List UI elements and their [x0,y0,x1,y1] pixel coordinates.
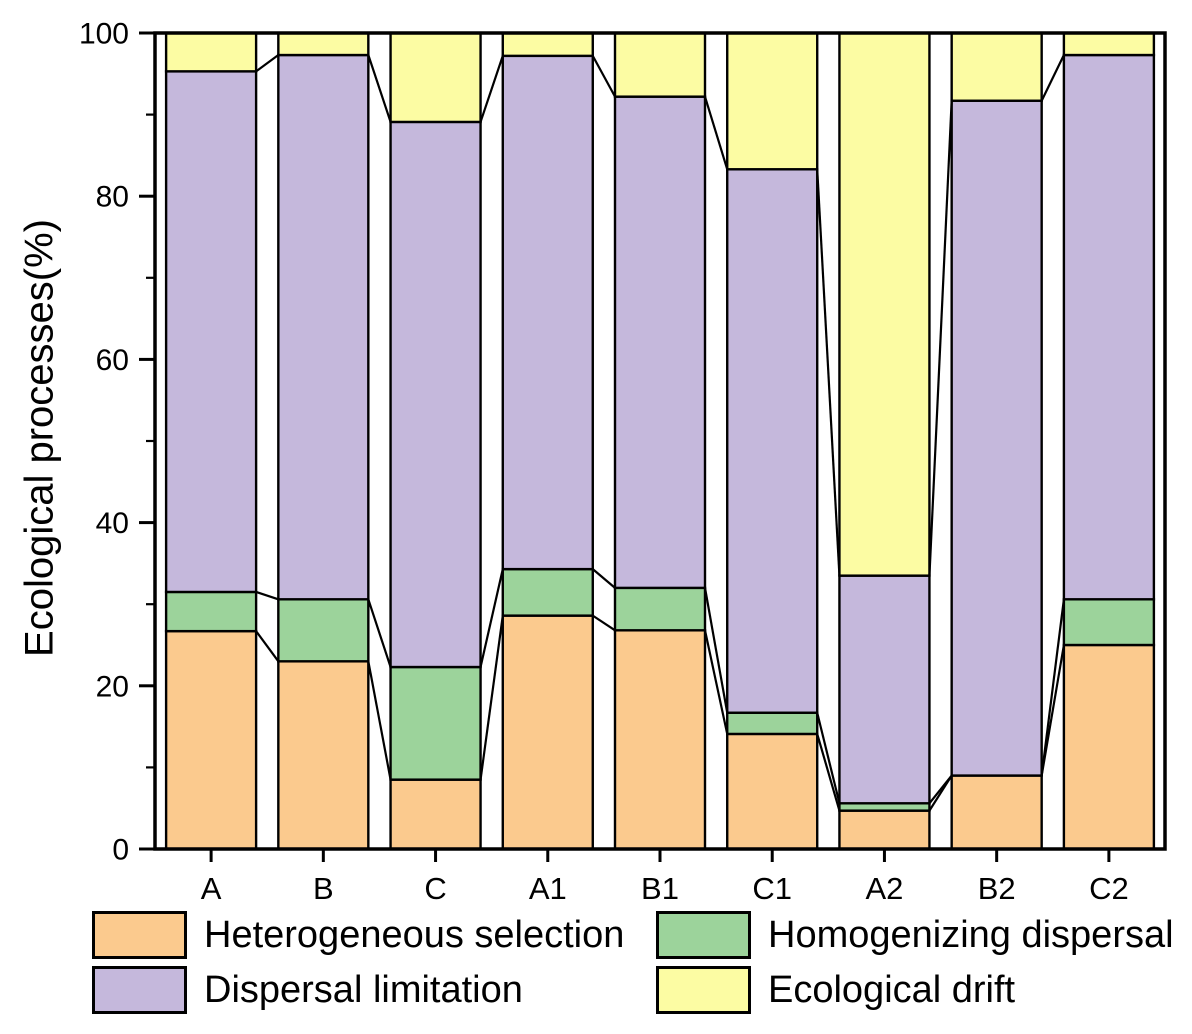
x-category-label: B1 [641,871,679,906]
bar-B-segment-homogenizing-dispersal [277,598,370,663]
connector-line [703,630,729,735]
bar-A1-segment-ecological-drift [501,31,594,58]
bar-A1-segment-dispersal-limitation [501,54,594,571]
connector-line [592,568,616,589]
bar-B1-segment-dispersal-limitation [613,95,707,590]
y-tick-label: 80 [96,181,129,214]
bar-C2-segment-dispersal-limitation [1062,53,1156,601]
bar-A1-segment-heterogeneous-selection [501,614,594,851]
legend-swatch-dispersal-limitation [92,966,187,1014]
connector-line [816,733,841,811]
bar-A1-segment-homogenizing-dispersal [501,567,594,617]
y-axis-title: Ecological processes(%) [17,219,62,657]
bar-C1-segment-homogenizing-dispersal [726,711,819,736]
connector-line [479,568,504,668]
connector-line [1040,54,1065,102]
bar-C1-segment-ecological-drift [726,31,819,171]
connector-line [928,100,953,576]
bar-C1-segment-dispersal-limitation [726,168,819,714]
bar-B2-segment-heterogeneous-selection [950,774,1043,851]
bar-B-segment-dispersal-limitation [277,53,370,601]
legend-item-ecological-drift: Ecological drift [656,966,1015,1014]
connector-line [367,661,392,780]
bar-A-segment-ecological-drift [164,31,258,73]
bar-C2-segment-homogenizing-dispersal [1062,598,1156,647]
connector-line [1040,599,1065,776]
connector-line [816,169,841,576]
legend-swatch-homogenizing-dispersal [656,911,751,959]
connector-line [703,587,729,713]
bar-A2-segment-dispersal-limitation [838,574,931,805]
bar-C-segment-dispersal-limitation [389,120,482,669]
legend-label-dispersal-limitation: Dispersal limitation [204,969,523,1011]
y-tick-label: 20 [96,670,129,703]
connector-line [479,615,504,780]
y-tick-label: 40 [96,507,129,540]
bar-A2-segment-heterogeneous-selection [838,809,931,851]
y-tick-label: 0 [112,834,129,867]
legend-swatch-heterogeneous-selection [92,911,187,959]
bar-B2-segment-ecological-drift [950,31,1043,102]
legend-label-ecological-drift: Ecological drift [768,969,1016,1011]
x-category-label: A [201,871,222,906]
x-category-label: B [313,871,334,906]
legend-swatch-ecological-drift [656,966,751,1014]
connector-line [255,590,279,601]
x-category-label: B2 [978,871,1016,906]
bar-A-segment-homogenizing-dispersal [164,590,258,633]
connector-line [255,630,280,662]
bar-A2-segment-ecological-drift [838,31,931,577]
bar-C-segment-heterogeneous-selection [389,778,482,851]
bar-B1-segment-heterogeneous-selection [613,629,707,851]
bar-A-segment-heterogeneous-selection [164,629,258,851]
connector-line [703,96,729,170]
y-tick-label: 100 [79,18,129,51]
connector-line [928,774,953,804]
bar-B-segment-heterogeneous-selection [277,660,370,851]
bar-C-segment-homogenizing-dispersal [389,665,482,781]
connector-line [592,614,616,632]
connector-line [591,55,616,98]
x-category-label: C [424,871,446,906]
connector-line [367,54,392,123]
bar-B1-segment-ecological-drift [613,31,707,98]
bar-B2-segment-dispersal-limitation [950,99,1043,777]
x-category-label: A2 [865,871,903,906]
bar-C-segment-ecological-drift [389,31,482,124]
bar-B-segment-ecological-drift [277,31,370,57]
bar-A-segment-dispersal-limitation [164,70,258,594]
legend-item-heterogeneous-selection: Heterogeneous selection [92,911,624,959]
connector-line [255,54,279,73]
bar-C2-segment-heterogeneous-selection [1062,643,1156,851]
bar-B1-segment-homogenizing-dispersal [613,586,707,632]
x-category-label: A1 [529,871,567,906]
legend-label-homogenizing-dispersal: Homogenizing dispersal [768,914,1174,956]
legend-item-dispersal-limitation: Dispersal limitation [92,966,523,1014]
connector-line [367,598,392,668]
x-category-label: C1 [752,871,792,906]
legend-item-homogenizing-dispersal: Homogenizing dispersal [656,911,1174,959]
bar-C2-segment-ecological-drift [1062,31,1156,57]
legend-label-heterogeneous-selection: Heterogeneous selection [204,914,625,956]
y-tick-label: 60 [96,344,129,377]
connector-line [816,712,841,804]
x-category-label: C2 [1089,871,1129,906]
bar-C1-segment-heterogeneous-selection [726,732,819,851]
connector-line [479,55,504,123]
